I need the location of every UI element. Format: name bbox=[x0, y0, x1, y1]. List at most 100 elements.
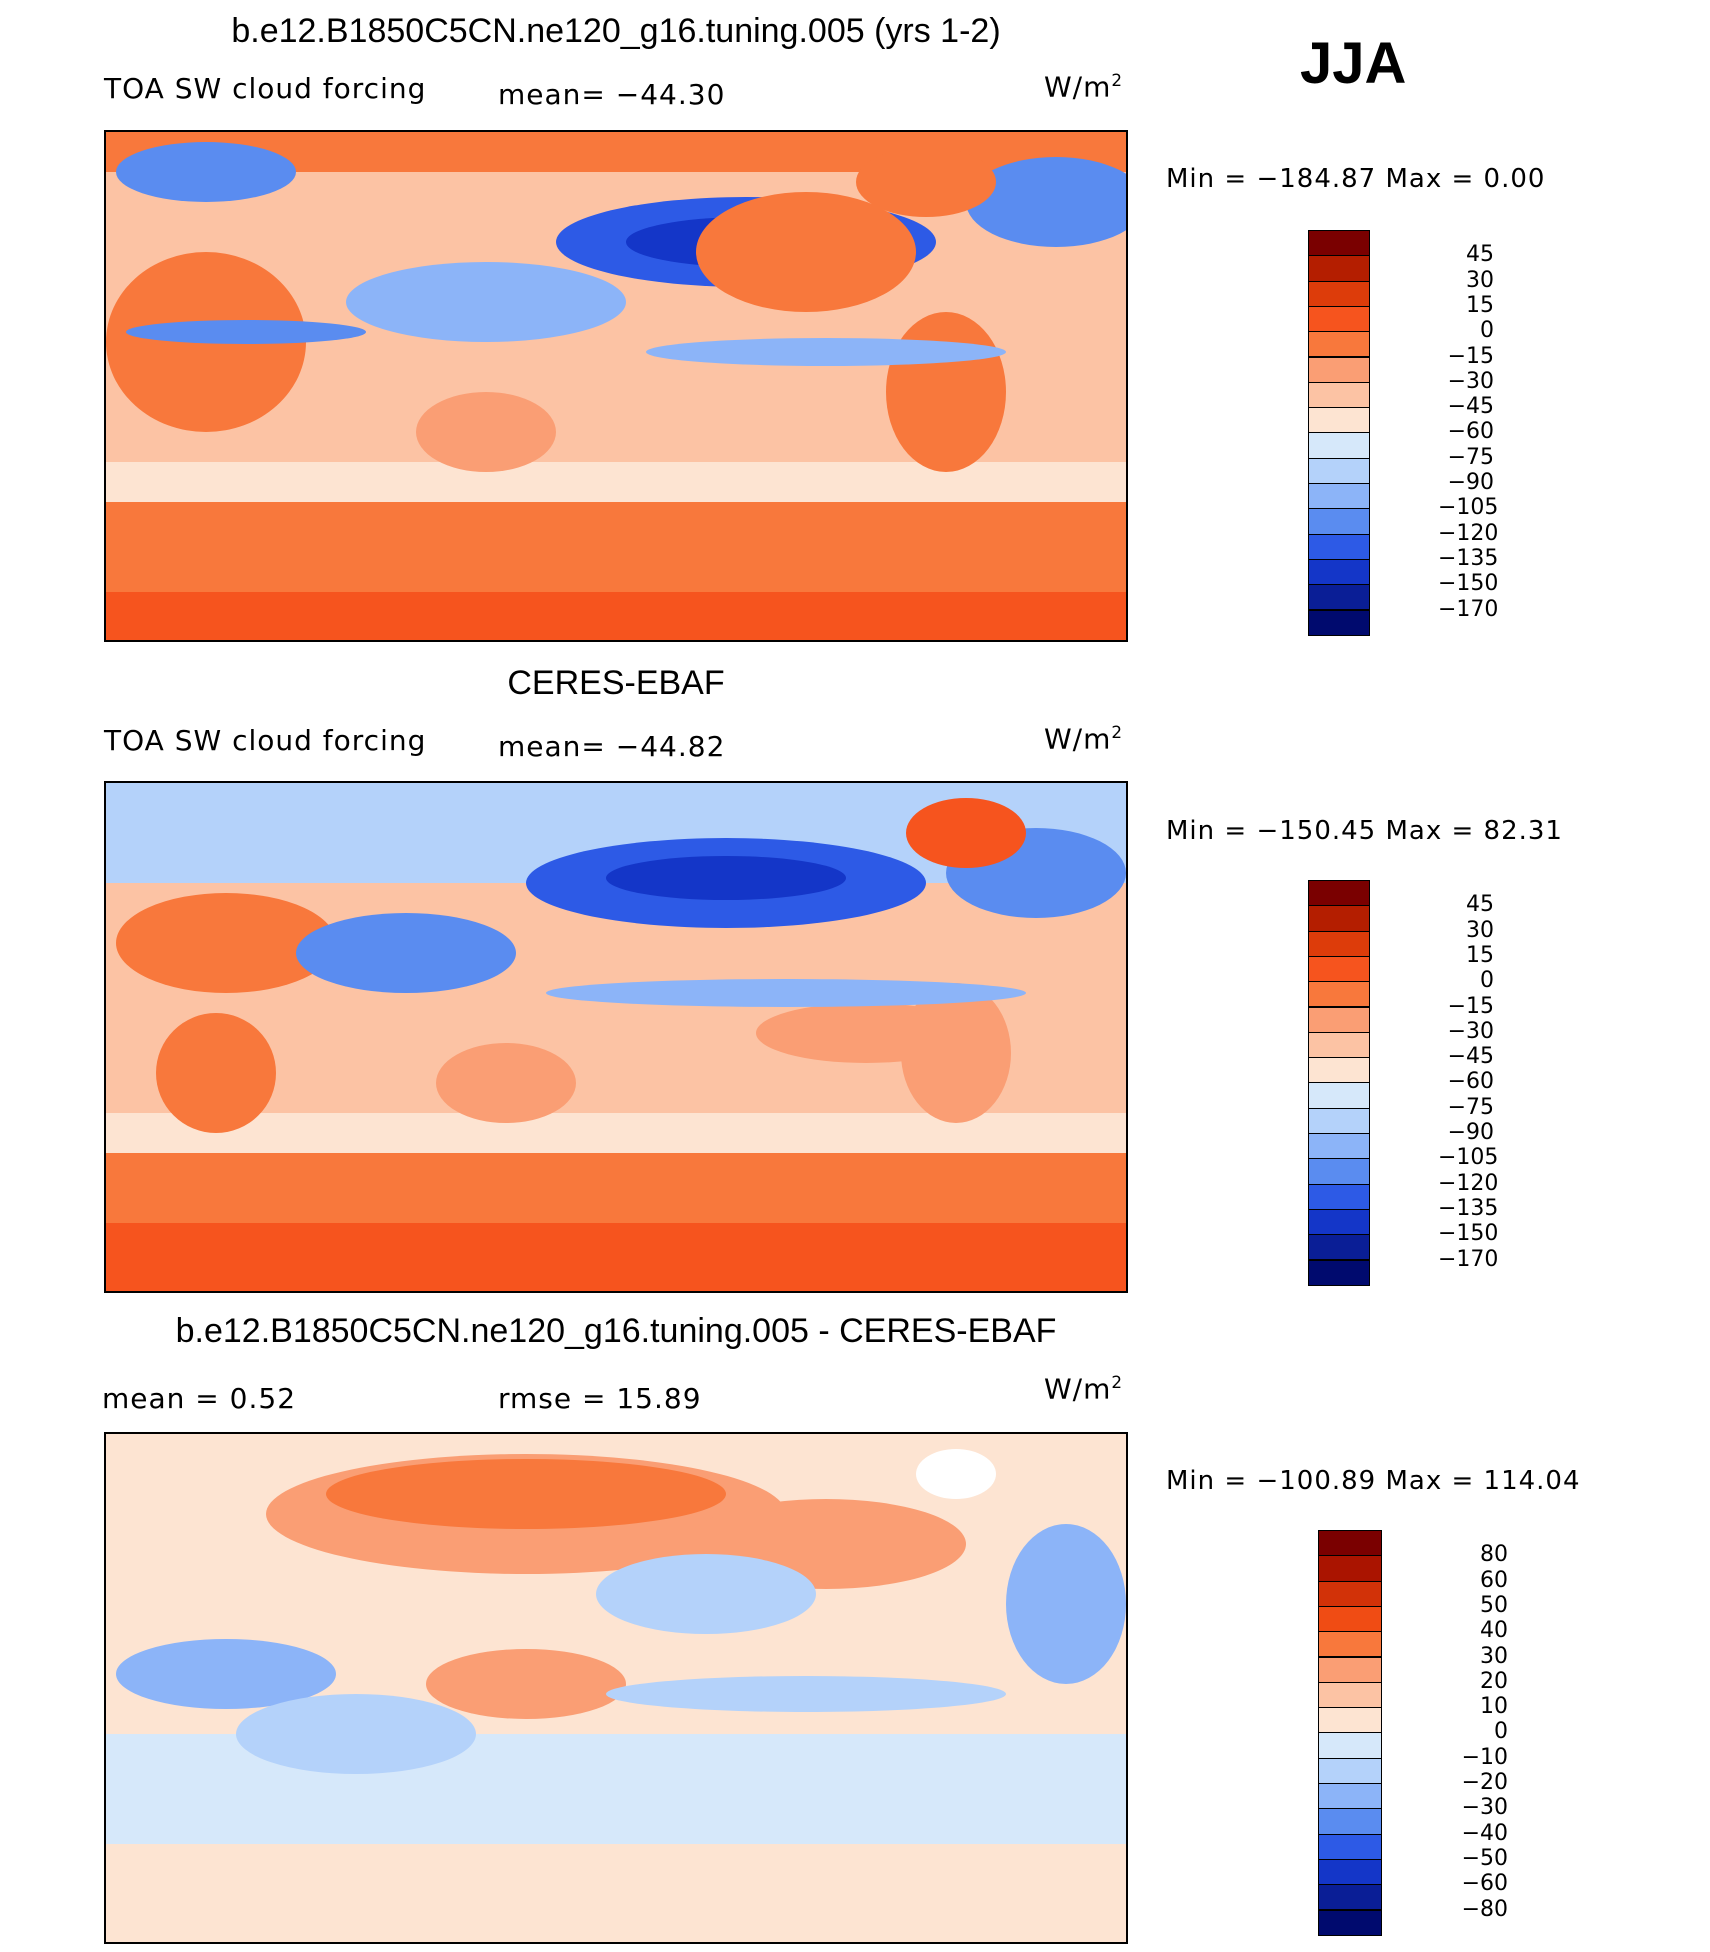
colorbar-swatch bbox=[1308, 255, 1370, 282]
colorbar-swatch bbox=[1318, 1605, 1382, 1633]
colorbar-label: −45 bbox=[1447, 1044, 1494, 1070]
colorbar-label: 30 bbox=[1466, 267, 1494, 293]
panel2-australia bbox=[436, 1043, 576, 1123]
colorbar-swatch bbox=[1318, 1884, 1382, 1911]
colorbar-swatch bbox=[1308, 584, 1370, 611]
panel1-itcz bbox=[646, 338, 1006, 366]
colorbar-swatch bbox=[1318, 1580, 1382, 1607]
colorbar-label: −50 bbox=[1461, 1845, 1508, 1871]
panel1-title: b.e12.B1850C5CN.ne120_g16.tuning.005 (yr… bbox=[231, 12, 1001, 50]
colorbar-swatch bbox=[1308, 1234, 1370, 1261]
panel2-greenland bbox=[906, 798, 1026, 868]
colorbar-label: 30 bbox=[1480, 1643, 1508, 1669]
colorbar-label: −120 bbox=[1438, 520, 1499, 546]
panel3-minmax: Min = −100.89 Max = 114.04 bbox=[1166, 1466, 1581, 1496]
colorbar-label: 15 bbox=[1466, 942, 1494, 968]
colorbar-swatch bbox=[1308, 981, 1370, 1008]
colorbar-swatch bbox=[1308, 1208, 1370, 1236]
colorbar-swatch bbox=[1308, 1057, 1370, 1084]
panel1-units-label: W/m2 bbox=[1044, 70, 1124, 104]
panel3-rmse-label: rmse = 15.89 bbox=[498, 1382, 702, 1415]
colorbar-swatch bbox=[1308, 955, 1370, 983]
colorbar-swatch bbox=[1318, 1631, 1382, 1658]
colorbar-label: 60 bbox=[1480, 1567, 1508, 1593]
panel2-units-label: W/m2 bbox=[1044, 722, 1124, 756]
colorbar-swatch bbox=[1308, 558, 1370, 586]
panel2-mean-label: mean= −44.82 bbox=[498, 730, 726, 763]
colorbar-label: 45 bbox=[1466, 242, 1494, 268]
colorbar-swatch bbox=[1318, 1783, 1382, 1810]
colorbar-label: −170 bbox=[1438, 596, 1499, 622]
panel1-nordic-low bbox=[116, 142, 296, 202]
colorbar-label: 0 bbox=[1480, 318, 1494, 344]
panel2-minmax: Min = −150.45 Max = 82.31 bbox=[1166, 816, 1563, 846]
colorbar-label: 15 bbox=[1466, 292, 1494, 318]
colorbar-swatch bbox=[1318, 1656, 1382, 1683]
panel1-southern-transition bbox=[106, 462, 1126, 502]
panel1-map bbox=[104, 130, 1128, 642]
panel3-mean-label: mean = 0.52 bbox=[102, 1382, 297, 1415]
colorbar-label: −80 bbox=[1461, 1896, 1508, 1922]
colorbar-label: −150 bbox=[1438, 571, 1499, 597]
panel1-samerica bbox=[886, 312, 1006, 472]
panel2-title: CERES-EBAF bbox=[507, 664, 725, 702]
panel1-greenland bbox=[856, 147, 996, 217]
colorbar-swatch bbox=[1318, 1530, 1382, 1557]
colorbar-swatch bbox=[1308, 1183, 1370, 1210]
colorbar-label: −30 bbox=[1447, 368, 1494, 394]
colorbar-label: 40 bbox=[1480, 1618, 1508, 1644]
colorbar-swatch bbox=[1308, 483, 1370, 510]
panel2-map-svg bbox=[106, 783, 1126, 1291]
panel2-itcz bbox=[546, 979, 1026, 1007]
colorbar-label: −75 bbox=[1447, 444, 1494, 470]
colorbar-swatch bbox=[1308, 1158, 1370, 1185]
colorbar-swatch bbox=[1308, 457, 1370, 484]
colorbar-label: −20 bbox=[1461, 1770, 1508, 1795]
panel1-africa-itcz bbox=[126, 320, 366, 344]
panel1-namerica bbox=[696, 192, 916, 312]
colorbar-swatch bbox=[1308, 1006, 1370, 1033]
colorbar-label: −15 bbox=[1447, 993, 1494, 1019]
colorbar-swatch bbox=[1308, 381, 1370, 409]
panel1-antarctic-band bbox=[106, 592, 1126, 640]
colorbar-label: −60 bbox=[1461, 1871, 1508, 1897]
colorbar-label: 80 bbox=[1480, 1542, 1508, 1568]
colorbar-swatch bbox=[1318, 1808, 1382, 1835]
colorbar-label: −75 bbox=[1447, 1094, 1494, 1120]
colorbar-swatch bbox=[1318, 1707, 1382, 1734]
panel3-npacific-cool bbox=[596, 1554, 816, 1634]
panel3-natlantic-cool bbox=[1006, 1524, 1126, 1684]
colorbar-label: −150 bbox=[1438, 1221, 1499, 1247]
colorbar-swatch bbox=[1308, 407, 1370, 434]
colorbar-swatch bbox=[1308, 432, 1370, 459]
colorbar-swatch bbox=[1318, 1681, 1382, 1709]
colorbar-label: 0 bbox=[1494, 1719, 1508, 1745]
colorbar-label: 50 bbox=[1480, 1592, 1508, 1618]
panel1-minmax: Min = −184.87 Max = 0.00 bbox=[1166, 164, 1546, 194]
colorbar-swatch bbox=[1318, 1833, 1382, 1860]
panel1-mean-label: mean= −44.30 bbox=[498, 78, 726, 111]
season-label: JJA bbox=[1300, 31, 1407, 96]
colorbar-swatch bbox=[1308, 905, 1370, 932]
colorbar-swatch bbox=[1318, 1909, 1382, 1936]
panel1-australia bbox=[416, 392, 556, 472]
panel3-indian-cool bbox=[236, 1694, 476, 1774]
colorbar-label: −135 bbox=[1438, 545, 1499, 571]
colorbar-swatch bbox=[1308, 508, 1370, 535]
colorbar-swatch bbox=[1308, 1107, 1370, 1134]
panel2-samerica bbox=[901, 983, 1011, 1123]
colorbar-swatch bbox=[1318, 1555, 1382, 1582]
panel3-units-label: W/m2 bbox=[1044, 1372, 1124, 1406]
colorbar-label: −30 bbox=[1461, 1795, 1508, 1821]
colorbar-label: −90 bbox=[1447, 470, 1494, 495]
colorbar-label: −60 bbox=[1447, 419, 1494, 445]
panel1-variable-label: TOA SW cloud forcing bbox=[104, 72, 427, 105]
panel3-africa-cool bbox=[116, 1639, 336, 1709]
colorbar-label: 30 bbox=[1466, 917, 1494, 943]
panel1-asia-monsoon bbox=[346, 262, 626, 342]
panel1-colorbar: 45 30 15 0 −15 −30 −45 −60 −75 −90 −105 −120 −135 −15… bbox=[1308, 230, 1498, 636]
panel3-colorbar: 80 60 50 40 30 20 10 0 −10 −20 −30 −40 −50 −60 −80 bbox=[1318, 1530, 1508, 1936]
colorbar-label: −40 bbox=[1461, 1820, 1508, 1846]
colorbar-swatch bbox=[1318, 1757, 1382, 1784]
colorbar-label: −170 bbox=[1438, 1246, 1499, 1272]
